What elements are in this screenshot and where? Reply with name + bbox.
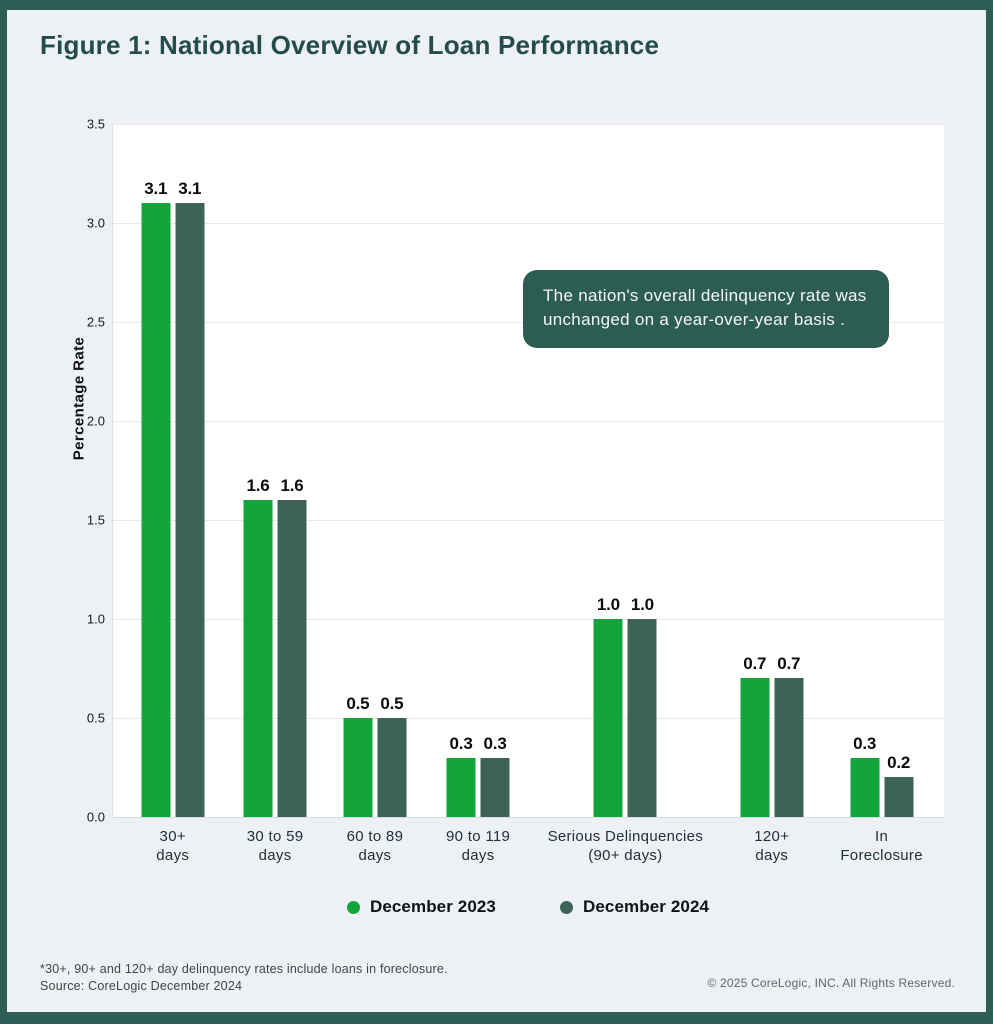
bar-december-2023 — [740, 678, 770, 817]
bar-december-2023 — [593, 619, 623, 817]
bar-column: 0.7 — [740, 654, 770, 817]
footnote-line-2: Source: CoreLogic December 2024 — [40, 979, 243, 993]
bar-group: 1.0 1.0 — [593, 595, 657, 817]
bar-column: 1.0 — [627, 595, 657, 817]
footnote: *30+, 90+ and 120+ day delinquency rates… — [40, 961, 448, 995]
bar-column: 3.1 — [141, 179, 171, 817]
bar-value-label: 1.0 — [630, 595, 654, 614]
chart-legend: December 2023 December 2024 — [112, 897, 944, 917]
grid-line — [112, 718, 944, 719]
bar-december-2024 — [175, 203, 205, 817]
bar-december-2023 — [850, 758, 880, 817]
legend-swatch — [560, 900, 573, 914]
y-tick-label: 3.5 — [86, 116, 105, 132]
y-tick-label: 3.0 — [86, 215, 105, 231]
y-tick-label: 1.5 — [86, 512, 105, 528]
bar-value-label: 0.7 — [777, 654, 801, 673]
x-category-label: 90 to 119 days — [446, 828, 511, 864]
bar-value-label: 0.3 — [483, 734, 507, 753]
bar-value-label: 0.5 — [346, 694, 370, 713]
x-category-label: In Foreclosure — [840, 828, 923, 864]
bar-december-2024 — [774, 678, 804, 817]
legend-item: December 2024 — [560, 897, 709, 917]
bar-column: 1.0 — [593, 595, 623, 817]
y-tick-label: 2.0 — [86, 413, 105, 429]
page-background: Figure 1: National Overview of Loan Perf… — [7, 10, 986, 1012]
y-tick-label: 2.5 — [86, 314, 105, 330]
bar-value-label: 0.7 — [743, 654, 767, 673]
bar-december-2023 — [243, 500, 273, 817]
bar-value-label: 0.2 — [887, 753, 911, 772]
bar-december-2024 — [377, 718, 407, 817]
y-tick-label: 0.5 — [86, 710, 105, 726]
bar-column: 0.2 — [884, 753, 914, 817]
grid-line — [112, 421, 944, 422]
y-tick-label: 0.0 — [86, 809, 105, 825]
bar-value-label: 1.0 — [596, 595, 620, 614]
bar-december-2024 — [627, 619, 657, 817]
annotation-text: The nation's overall delinquency rate wa… — [543, 286, 867, 329]
bar-column: 0.3 — [850, 734, 880, 817]
legend-label: December 2024 — [583, 897, 710, 916]
bar-december-2023 — [141, 203, 171, 817]
plot-area: 3.1 3.1 1.6 1.6 0.5 0.5 0.3 0.3 1.0 1.0 0.7 0.7 0.3 0… — [112, 124, 944, 818]
footnote-line-1: *30+, 90+ and 120+ day delinquency rates… — [40, 962, 448, 976]
bar-december-2024 — [277, 500, 307, 817]
bar-column: 3.1 — [175, 179, 205, 817]
bar-value-label: 0.3 — [853, 734, 877, 753]
figure-title: Figure 1: National Overview of Loan Perf… — [40, 30, 660, 60]
bar-december-2023 — [343, 718, 373, 817]
bar-value-label: 1.6 — [280, 476, 304, 495]
bar-column: 0.3 — [446, 734, 476, 817]
y-axis-spine — [112, 124, 113, 817]
grid-line — [112, 223, 944, 224]
grid-line — [112, 124, 944, 125]
bar-group: 1.6 1.6 — [243, 476, 307, 817]
bar-december-2024 — [480, 758, 510, 817]
bar-value-label: 0.5 — [380, 694, 404, 713]
bar-column: 0.7 — [774, 654, 804, 817]
bar-value-label: 3.1 — [178, 179, 202, 198]
grid-line — [112, 520, 944, 521]
bar-group: 3.1 3.1 — [141, 179, 205, 817]
annotation-callout: The nation's overall delinquency rate wa… — [523, 270, 889, 348]
x-category-label: 30 to 59 days — [246, 828, 304, 864]
bar-group: 0.3 0.3 — [446, 734, 510, 817]
bar-december-2023 — [446, 758, 476, 817]
bar-column: 0.3 — [480, 734, 510, 817]
bar-value-label: 1.6 — [246, 476, 270, 495]
y-axis-title: Percentage Rate — [70, 336, 88, 461]
copyright-text: © 2025 CoreLogic, INC. All Rights Reserv… — [707, 976, 955, 990]
x-category-label: Serious Delinquencies (90+ days) — [547, 828, 704, 864]
x-category-label: 30+ days — [156, 828, 190, 864]
grid-line — [112, 817, 944, 818]
grid-line — [112, 619, 944, 620]
bar-value-label: 0.3 — [449, 734, 473, 753]
legend-swatch — [346, 900, 360, 914]
bar-group: 0.7 0.7 — [740, 654, 804, 817]
bar-column: 1.6 — [277, 476, 307, 817]
x-category-label: 120+ days — [754, 828, 790, 864]
legend-label: December 2023 — [369, 897, 496, 916]
bar-value-label: 3.1 — [144, 179, 168, 198]
bar-group: 0.3 0.2 — [850, 734, 914, 817]
bar-column: 0.5 — [377, 694, 407, 817]
bar-column: 1.6 — [243, 476, 273, 817]
bar-group: 0.5 0.5 — [343, 694, 407, 817]
bar-december-2024 — [884, 777, 914, 817]
bar-column: 0.5 — [343, 694, 373, 817]
legend-item: December 2023 — [346, 897, 496, 917]
y-tick-label: 1.0 — [86, 611, 105, 627]
x-category-label: 60 to 89 days — [346, 828, 404, 864]
